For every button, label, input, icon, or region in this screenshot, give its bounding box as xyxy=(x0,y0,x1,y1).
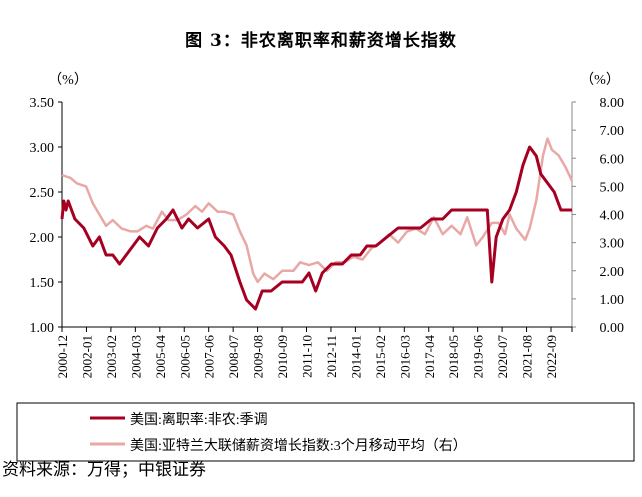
x-tick-label: 2017-04 xyxy=(422,335,437,379)
x-tick-label: 2015-02 xyxy=(373,335,388,378)
legend-label: 美国:离职率:非农:季调 xyxy=(130,411,268,428)
left-tick-label: 3.00 xyxy=(30,141,55,156)
x-tick-label: 2019-06 xyxy=(471,335,486,379)
right-tick-label: 3.00 xyxy=(600,237,625,252)
right-tick-label: 8.00 xyxy=(600,96,625,111)
x-tick-label: 2014-01 xyxy=(348,335,363,378)
x-tick-label: 2003-02 xyxy=(104,335,119,378)
x-tick-label: 2018-05 xyxy=(446,335,461,378)
left-tick-label: 3.50 xyxy=(30,96,55,111)
left-tick-label: 1.50 xyxy=(30,276,55,291)
x-tick-label: 2010-09 xyxy=(275,335,290,378)
x-tick-label: 2006-05 xyxy=(177,335,192,378)
right-tick-label: 1.00 xyxy=(600,293,625,308)
x-tick-label: 2004-03 xyxy=(128,335,143,378)
x-tick-label: 2007-06 xyxy=(202,335,217,379)
legend-label: 美国:亚特兰大联储薪资增长指数:3个月移动平均（右） xyxy=(130,438,467,454)
left-tick-label: 2.50 xyxy=(30,186,55,201)
left-tick-label: 2.00 xyxy=(30,231,55,246)
x-tick-label: 2020-07 xyxy=(495,335,510,379)
chart-title: 图 3：非农离职率和薪资增长指数 xyxy=(185,31,457,51)
x-tick-label: 2008-07 xyxy=(226,335,241,379)
series-quit-rate-line xyxy=(60,145,572,311)
x-tick-label: 2021-08 xyxy=(520,335,535,378)
legend-box xyxy=(16,402,635,462)
right-tick-label: 2.00 xyxy=(600,265,625,280)
x-tick-label: 2022-09 xyxy=(544,335,559,378)
source-note: 资料来源：万得；中银证券 xyxy=(2,460,206,480)
right-tick-label: 5.00 xyxy=(600,180,625,195)
left-axis-unit: （%） xyxy=(48,72,88,88)
left-tick-label: 1.00 xyxy=(30,321,55,336)
right-tick-label: 6.00 xyxy=(600,152,625,167)
x-tick-label: 2011-10 xyxy=(300,335,315,378)
right-tick-label: 0.00 xyxy=(600,321,625,336)
x-tick-label: 2012-11 xyxy=(324,335,339,378)
x-tick-label: 2009-08 xyxy=(251,335,266,378)
right-axis-unit: （%） xyxy=(580,72,620,88)
x-tick-label: 2000-12 xyxy=(55,335,70,378)
x-tick-label: 2005-04 xyxy=(153,335,168,379)
x-tick-label: 2002-01 xyxy=(79,335,94,378)
x-tick-label: 2016-03 xyxy=(397,335,412,378)
line-chart: （%） （%） 1.00 1.50 2.00 2.50 3.00 3.50 0.00 1.00 2.… xyxy=(16,72,635,462)
series-wage-growth-line xyxy=(61,137,574,284)
right-tick-label: 4.00 xyxy=(600,209,625,224)
right-tick-label: 7.00 xyxy=(600,124,625,139)
